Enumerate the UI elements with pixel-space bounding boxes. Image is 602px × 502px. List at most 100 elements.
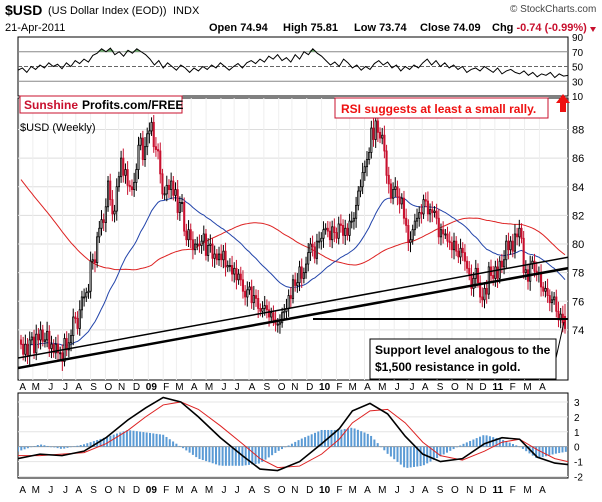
candlestick	[200, 234, 203, 254]
candlestick	[46, 321, 49, 348]
candlestick	[80, 290, 83, 319]
macd-histogram-bar	[99, 438, 102, 447]
rsi-tick-label: 90	[572, 33, 584, 44]
candlestick	[518, 219, 521, 247]
candlestick	[555, 289, 558, 318]
candlestick	[194, 239, 197, 255]
macd-histogram-bar	[208, 446, 211, 463]
candlestick	[209, 234, 212, 253]
candlestick	[487, 261, 490, 300]
candlestick	[320, 232, 323, 250]
candlestick	[313, 241, 316, 264]
macd-histogram-bar	[551, 446, 554, 455]
candlestick	[261, 301, 264, 318]
candlestick	[100, 210, 103, 236]
candlestick	[431, 201, 434, 223]
x-tick-label: M	[205, 485, 213, 496]
macd-histogram-bar	[112, 434, 115, 447]
macd-histogram-bar	[492, 437, 495, 447]
rsi-panel	[17, 36, 569, 97]
price-tick-label: 84	[572, 182, 584, 194]
candlestick	[322, 221, 325, 248]
candlestick	[146, 127, 149, 156]
candlestick	[361, 162, 364, 195]
x-tick-label: J	[395, 382, 400, 393]
candlestick	[115, 178, 118, 221]
candlestick	[426, 191, 429, 222]
macd-histogram-bar	[145, 432, 148, 447]
candlestick	[503, 250, 506, 275]
candlestick	[30, 332, 33, 345]
candlestick	[483, 282, 486, 309]
x-tick-label: S	[264, 382, 271, 393]
macd-histogram-bar	[419, 446, 422, 467]
macd-histogram-bar	[264, 446, 267, 460]
macd-histogram-bar	[389, 446, 392, 457]
macd-histogram-bar	[386, 446, 389, 454]
macd-histogram-bar	[360, 431, 363, 447]
candlestick	[78, 300, 81, 336]
x-tick-label: J	[48, 485, 53, 496]
macd-histogram-bar	[59, 446, 62, 449]
low-value: 73.74	[379, 22, 407, 34]
macd-histogram-bar	[185, 446, 188, 451]
macd-histogram-bar	[135, 431, 138, 447]
x-tick-label: A	[75, 485, 82, 496]
x-tick-label: O	[278, 485, 286, 496]
chg-down-icon	[590, 27, 596, 32]
macd-histogram-bar	[376, 443, 379, 447]
candlestick	[309, 237, 312, 262]
candlestick	[67, 333, 70, 358]
macd-histogram-bar	[564, 446, 567, 452]
candlestick	[135, 163, 138, 191]
x-tick-label: N	[291, 485, 298, 496]
macd-histogram-bar	[76, 445, 79, 447]
macd-tick-label: 1	[574, 428, 580, 439]
x-tick-label: N	[118, 382, 125, 393]
candlestick	[167, 179, 171, 199]
candlestick	[557, 301, 560, 328]
candlestick	[222, 245, 225, 269]
x-tick-label: S	[90, 382, 97, 393]
macd-histogram-bar	[201, 446, 204, 461]
x-tick-label: O	[105, 382, 113, 393]
macd-histogram-bar	[479, 436, 481, 447]
candlestick	[233, 262, 236, 283]
candlestick	[435, 203, 438, 225]
x-tick-label: D	[479, 485, 486, 496]
candlestick	[381, 127, 384, 145]
macd-histogram-bar	[168, 439, 171, 447]
candlestick	[278, 314, 282, 334]
candlestick	[315, 233, 318, 265]
macd-line	[18, 396, 568, 472]
candlestick	[324, 223, 327, 235]
x-tick-label: J	[63, 485, 68, 496]
candlestick	[291, 274, 295, 304]
macd-histogram-bar	[465, 442, 468, 447]
candlestick	[159, 142, 162, 184]
candlestick	[133, 172, 136, 197]
rsi-tick-label: 10	[572, 92, 584, 103]
candlestick	[117, 171, 120, 192]
candlestick	[157, 143, 160, 160]
support-pointer	[555, 321, 565, 359]
macd-histogram-bar	[221, 446, 224, 466]
macd-histogram-bar	[310, 434, 313, 447]
macd-histogram-bar	[330, 429, 333, 447]
candlestick	[32, 329, 36, 359]
macd-histogram-bar	[228, 446, 231, 466]
macd-histogram-bar	[102, 437, 105, 447]
macd-histogram-bar	[558, 446, 561, 454]
macd-histogram-bar	[323, 429, 326, 447]
x-tick-label: A	[539, 382, 546, 393]
candlestick	[26, 338, 29, 365]
macd-histogram-bar	[294, 441, 297, 447]
candlestick	[402, 190, 406, 225]
candlestick	[348, 213, 351, 242]
logo-part1: Sunshine	[24, 98, 78, 112]
macd-histogram-bar	[56, 446, 59, 449]
close-value: 74.09	[453, 22, 481, 34]
x-tick-label: 10	[319, 485, 331, 496]
candlestick	[542, 281, 545, 297]
rsi-tick-label: 50	[572, 63, 584, 74]
